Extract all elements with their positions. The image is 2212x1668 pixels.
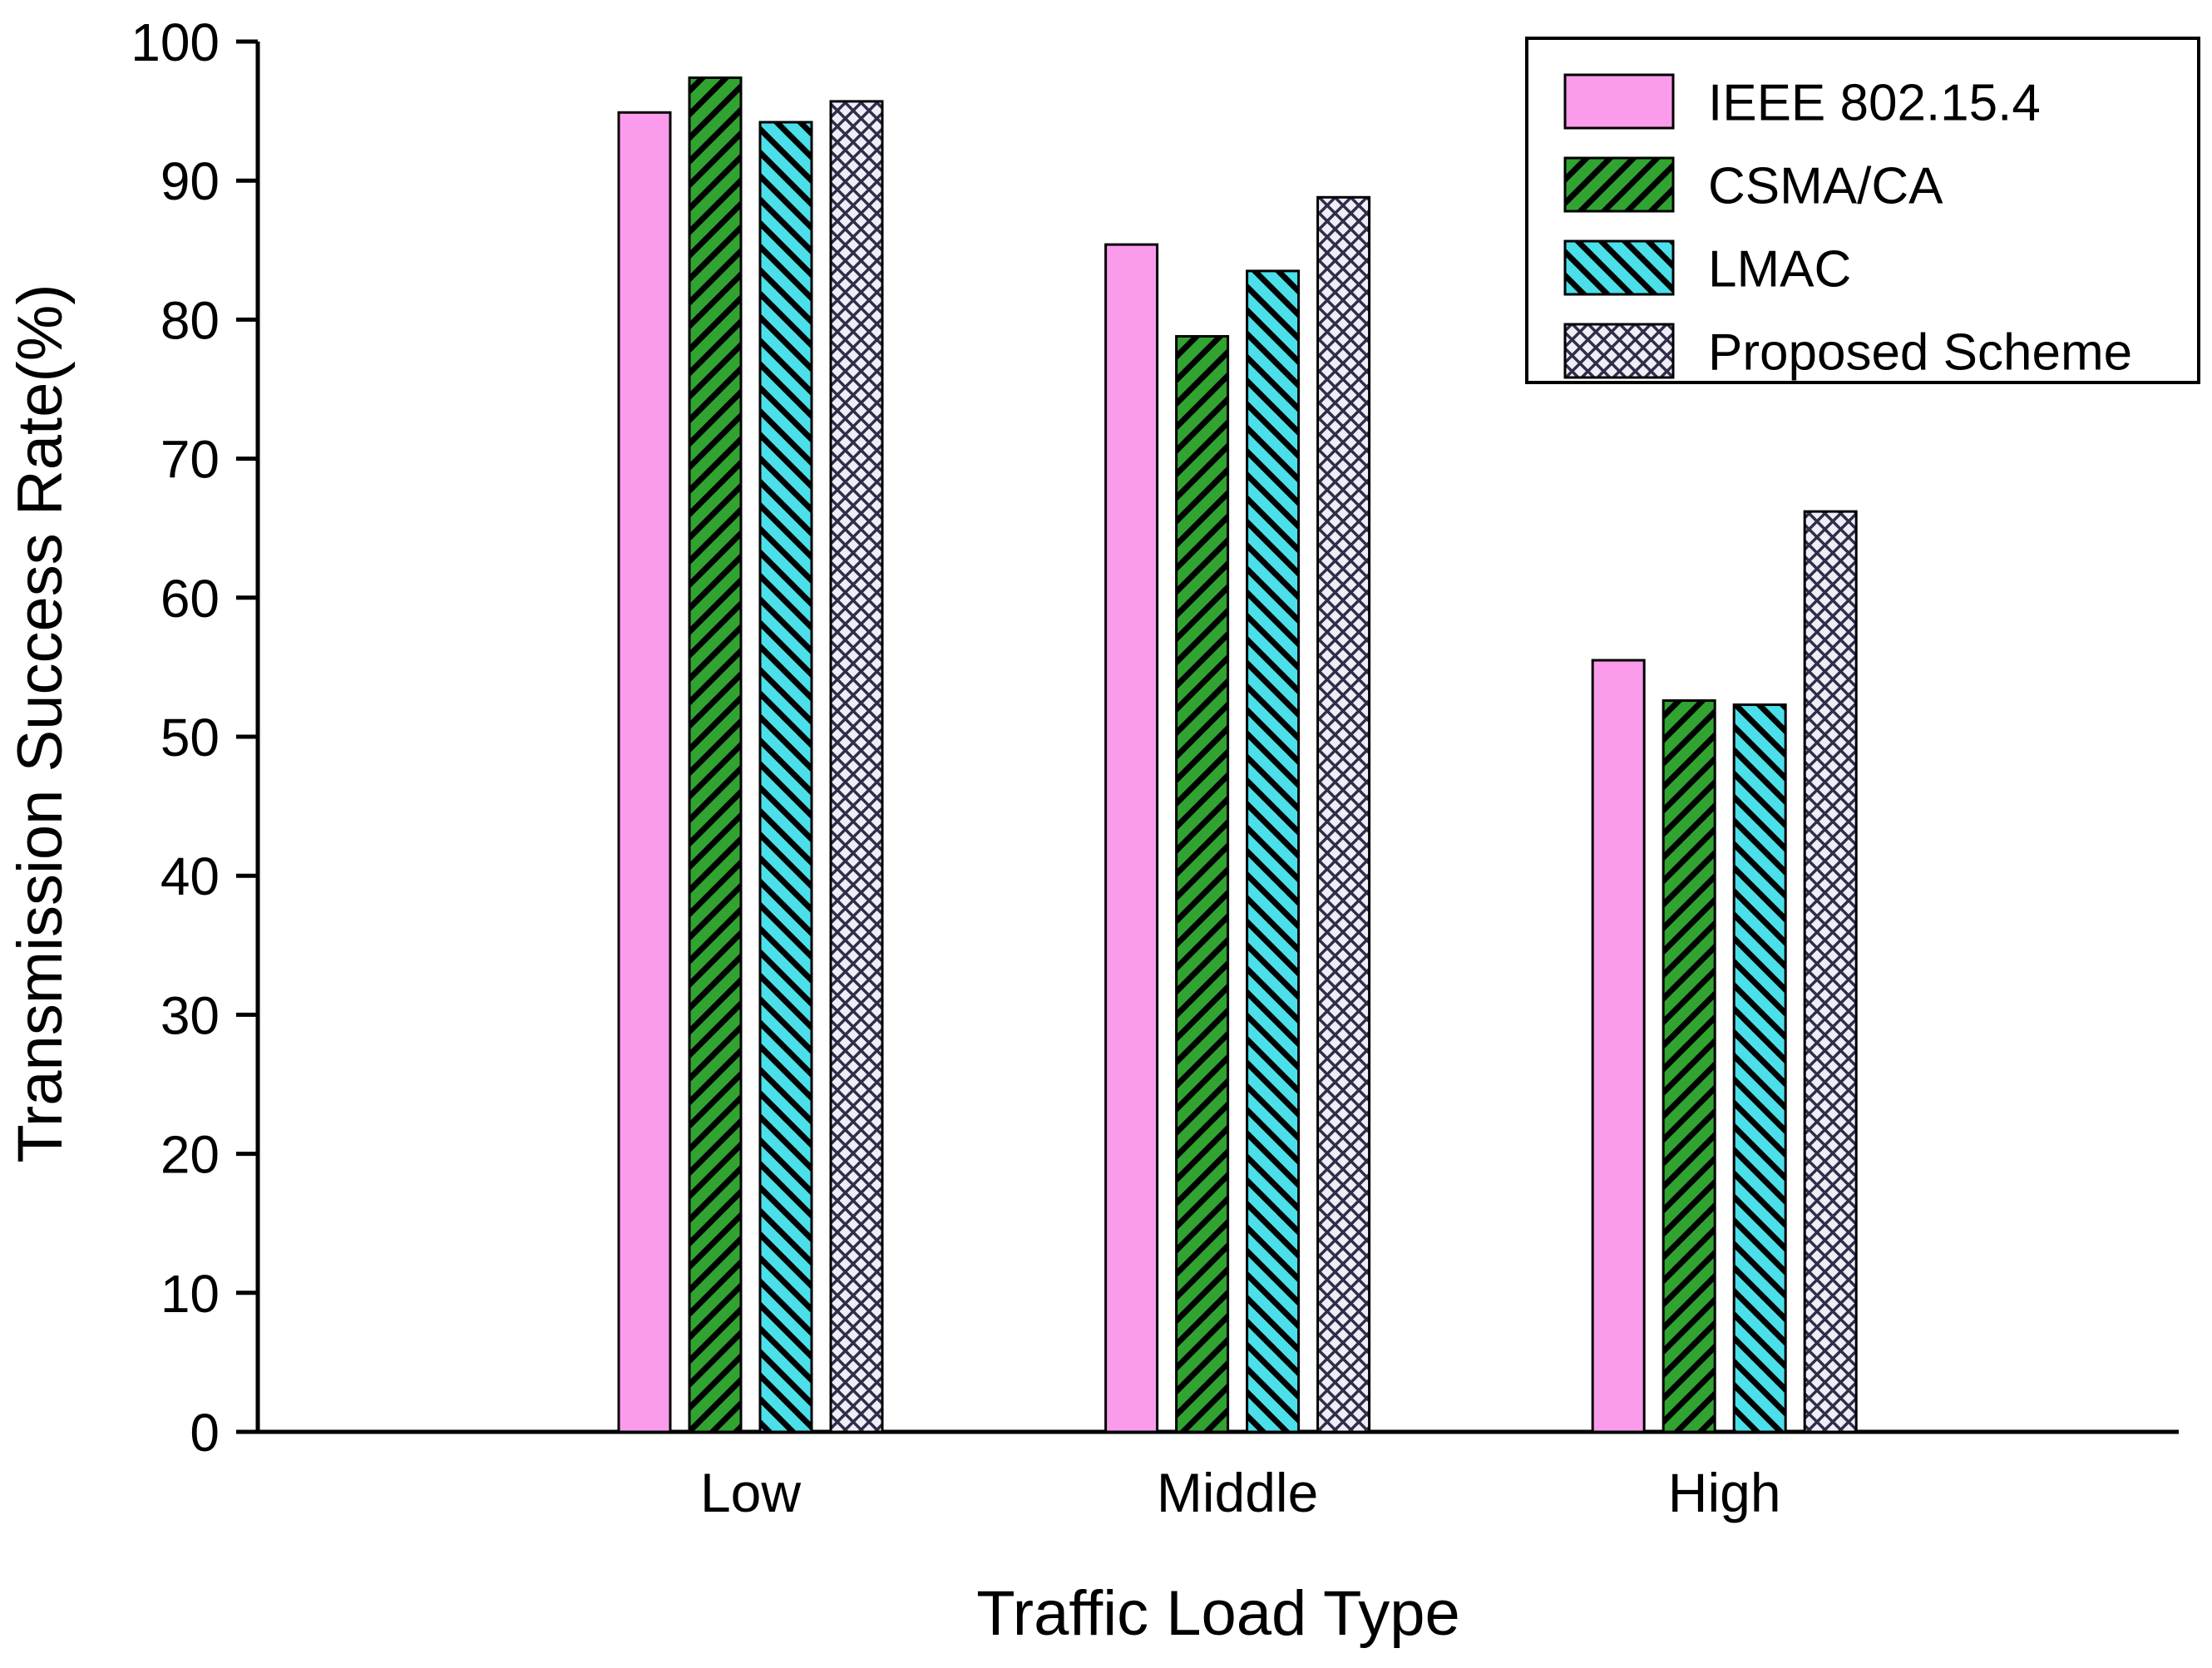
bar-LMAC-Middle: [1246, 269, 1301, 1434]
bar-IEEE-802.15.4-High: [1591, 659, 1646, 1434]
y-tick-label: 80: [160, 290, 220, 350]
y-axis-title: Transmission Success Rate(%): [5, 284, 76, 1162]
y-tick-label: 50: [160, 708, 220, 767]
y-tick-label: 70: [160, 430, 220, 490]
y-tick-label: 100: [131, 12, 220, 72]
legend-swatch-IEEE-802.15.4: [1563, 73, 1675, 130]
legend-label-Proposed-Scheme: Proposed Scheme: [1708, 323, 2132, 381]
y-tick-label: 10: [160, 1264, 220, 1324]
chart-generated-content: 0 10 20 30 40 50 60 70 80 90 100 Low Middle High IEEE …: [131, 12, 2200, 1523]
y-tick-label: 30: [160, 985, 220, 1045]
bar-Proposed-Scheme-High: [1803, 510, 1858, 1434]
bar-CSMA-CA-Middle: [1175, 334, 1230, 1434]
bar-LMAC-Low: [758, 121, 813, 1434]
bar-Proposed-Scheme-Middle: [1316, 195, 1371, 1434]
y-tick-label: 20: [160, 1125, 220, 1185]
x-category-label-low: Low: [700, 1462, 801, 1523]
bar-LMAC-High: [1732, 703, 1787, 1434]
bar-CSMA-CA-Low: [688, 76, 743, 1434]
legend-label-IEEE-802.15.4: IEEE 802.15.4: [1708, 74, 2041, 131]
legend-label-LMAC: LMAC: [1708, 240, 1851, 298]
y-tick-label: 40: [160, 846, 220, 906]
bar-CSMA-CA-High: [1661, 699, 1716, 1434]
y-tick-label: 90: [160, 151, 220, 211]
legend-label-CSMA-CA: CSMA/CA: [1708, 157, 1943, 215]
y-tick-label: 0: [190, 1403, 220, 1463]
legend-swatch-CSMA-CA: [1563, 156, 1675, 213]
x-axis-title: Traffic Load Type: [976, 1578, 1460, 1649]
bar-IEEE-802.15.4-Low: [617, 111, 672, 1434]
x-category-label-high: High: [1668, 1462, 1781, 1523]
legend-swatch-LMAC: [1563, 239, 1675, 296]
bar-Proposed-Scheme-Low: [829, 100, 884, 1434]
legend-swatch-Proposed-Scheme: [1563, 323, 1675, 379]
y-tick-label: 60: [160, 569, 220, 629]
x-category-label-middle: Middle: [1157, 1462, 1318, 1523]
bar-IEEE-802.15.4-Middle: [1104, 243, 1159, 1434]
